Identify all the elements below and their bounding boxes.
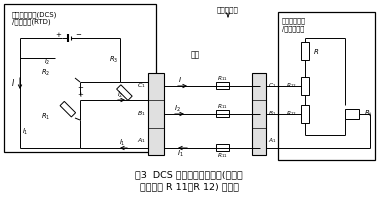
Text: 分散控制系统(DCS): 分散控制系统(DCS) — [12, 11, 57, 18]
Text: +: + — [55, 32, 61, 38]
Bar — [301, 42, 309, 60]
Text: 图3  DCS 三线制热电阻测量(已消除: 图3 DCS 三线制热电阻测量(已消除 — [135, 170, 243, 179]
Bar — [149, 85, 164, 100]
Text: $R_t$: $R_t$ — [364, 109, 373, 119]
Bar — [216, 82, 229, 90]
Text: $C_1$: $C_1$ — [268, 82, 276, 90]
Text: $C_1$: $C_1$ — [137, 82, 146, 90]
Text: /偶合器控室: /偶合器控室 — [282, 25, 304, 32]
Text: $R_{11}$: $R_{11}$ — [216, 75, 227, 83]
Bar — [117, 85, 132, 100]
Bar — [60, 101, 75, 117]
Bar — [278, 12, 375, 160]
Text: 本体接线盒: 本体接线盒 — [217, 6, 239, 13]
Bar — [345, 109, 359, 119]
Text: $I_2$: $I_2$ — [44, 57, 50, 67]
Text: $A_1$: $A_1$ — [268, 137, 277, 145]
Text: $A_1$: $A_1$ — [137, 137, 146, 145]
Text: /热电阻卡(RTD): /热电阻卡(RTD) — [12, 18, 51, 25]
Text: 线路电阻 R 11、R 12) 接线图: 线路电阻 R 11、R 12) 接线图 — [139, 182, 238, 191]
Text: 现场: 现场 — [190, 51, 200, 59]
Text: $B_1$: $B_1$ — [268, 110, 276, 118]
Text: $I_2$: $I_2$ — [117, 90, 123, 100]
Text: $I$: $I$ — [178, 75, 182, 84]
Text: $R$: $R$ — [313, 46, 319, 55]
Text: $R_{11}$: $R_{11}$ — [216, 152, 227, 160]
Bar — [252, 73, 266, 155]
Text: $I_1$: $I_1$ — [119, 138, 125, 148]
Text: $R_{11}$: $R_{11}$ — [216, 103, 227, 112]
Text: $R_3$: $R_3$ — [109, 55, 118, 65]
Text: $R_{12}$: $R_{12}$ — [286, 110, 297, 118]
Text: $I$: $I$ — [11, 77, 15, 88]
Bar — [301, 105, 309, 123]
Text: $I_2$: $I_2$ — [174, 104, 180, 114]
Bar — [148, 73, 164, 155]
Text: 电泵电机线槽: 电泵电机线槽 — [282, 17, 306, 24]
Text: +: + — [77, 92, 83, 98]
Text: $R_2$: $R_2$ — [41, 68, 50, 78]
Text: −: − — [77, 85, 83, 91]
Text: $R_1$: $R_1$ — [41, 112, 50, 122]
Bar — [4, 4, 156, 152]
Text: $R_{12}$: $R_{12}$ — [286, 82, 297, 90]
Bar — [301, 77, 309, 95]
Bar — [216, 110, 229, 117]
Bar — [216, 145, 229, 152]
Text: $I_1$: $I_1$ — [177, 149, 183, 159]
Text: −: − — [75, 32, 81, 38]
Text: $B_1$: $B_1$ — [137, 110, 146, 118]
Text: $I_1$: $I_1$ — [22, 127, 28, 137]
